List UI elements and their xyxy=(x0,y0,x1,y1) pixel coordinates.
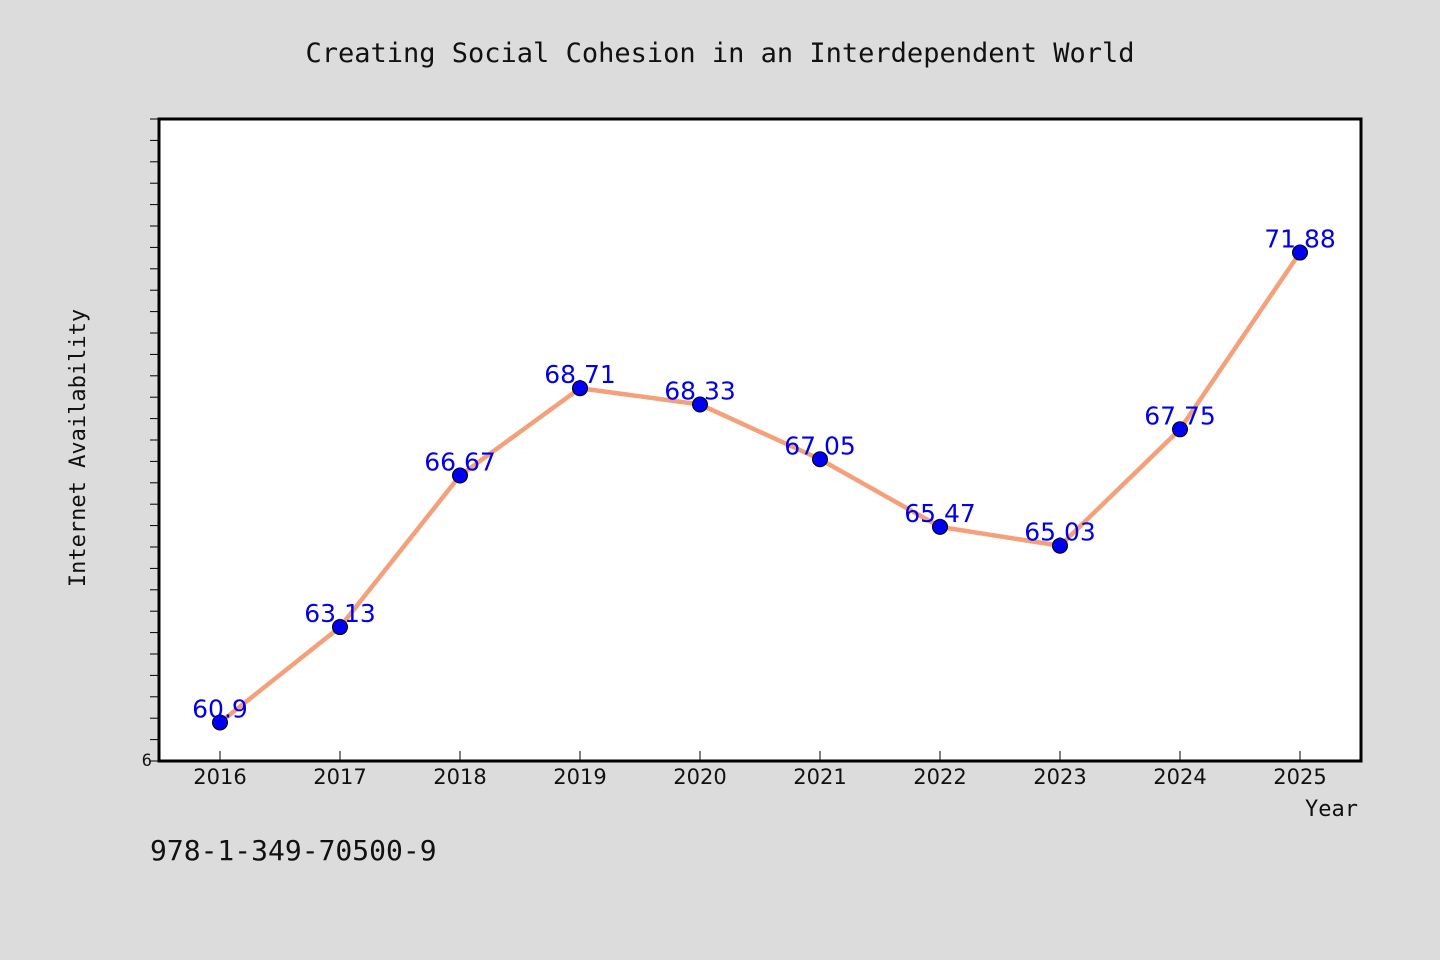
x-tick-label: 2016 xyxy=(193,765,246,789)
x-tick-label: 2023 xyxy=(1033,765,1086,789)
data-label: 68.71 xyxy=(544,360,616,389)
y-tick-label: 6 xyxy=(142,751,152,771)
chart-title: Creating Social Cohesion in an Interdepe… xyxy=(305,38,1134,69)
data-point xyxy=(452,467,468,484)
x-axis: 2016 2017 2018 2019 2020 2021 2022 2023 2024 2025 xyxy=(193,751,1327,789)
data-label: 60.9 xyxy=(192,694,248,723)
data-point xyxy=(1292,244,1308,261)
data-point xyxy=(812,451,828,468)
data-label: 65.03 xyxy=(1024,518,1096,547)
x-tick-label: 2017 xyxy=(313,765,366,789)
data-label: 67.05 xyxy=(784,431,856,460)
x-axis-label: Year xyxy=(1305,797,1358,822)
data-point xyxy=(572,380,588,397)
x-tick-label: 2020 xyxy=(673,765,726,789)
x-tick-label: 2022 xyxy=(913,765,966,789)
data-point xyxy=(1052,537,1068,554)
x-tick-label: 2018 xyxy=(433,765,486,789)
y-axis: 6 xyxy=(142,118,159,771)
x-tick-label: 2024 xyxy=(1153,765,1206,789)
data-label: 65.47 xyxy=(904,499,976,528)
data-label: 67.75 xyxy=(1144,401,1216,430)
x-tick-label: 2025 xyxy=(1273,765,1326,789)
data-point xyxy=(932,518,948,535)
data-point xyxy=(332,619,348,636)
series-line xyxy=(217,250,1303,725)
data-label: 63.13 xyxy=(304,599,376,628)
plot-area xyxy=(157,117,1363,763)
data-point xyxy=(692,396,708,413)
series-group: 60.9 63.13 66.67 68.71 68.33 67.05 65.47 65.03 6… xyxy=(192,225,1336,731)
data-point xyxy=(1172,421,1188,438)
x-tick-label: 2021 xyxy=(793,765,846,789)
data-label: 66.67 xyxy=(424,448,496,477)
data-point xyxy=(212,714,228,731)
x-tick-label: 2019 xyxy=(553,765,606,789)
y-axis-label: Internet Availability xyxy=(66,309,91,587)
data-label: 68.33 xyxy=(664,376,736,405)
isbn-text: 978-1-349-70500-9 xyxy=(150,834,437,867)
data-label: 71.88 xyxy=(1264,225,1336,254)
